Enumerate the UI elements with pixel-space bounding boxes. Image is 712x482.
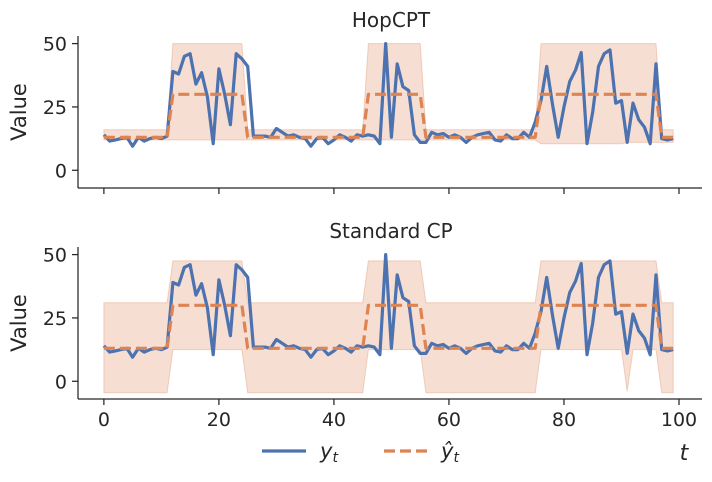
legend-actual-label: yt [319, 439, 338, 466]
actual-series-line [102, 253, 674, 359]
hopcpt-panel: 0 25 50 HopCPT Value [7, 8, 702, 194]
x-tick-label: 0 [98, 409, 110, 431]
x-tick-label: 20 [207, 409, 231, 431]
y-axis-label: Value [7, 294, 31, 352]
chart-title: HopCPT [352, 8, 431, 32]
y-tick-label: 50 [43, 245, 67, 267]
legend: yt ŷt [262, 439, 459, 466]
legend-label-subscript: t [453, 450, 459, 466]
legend-label-main: y [319, 439, 333, 463]
predicted-series-line [103, 303, 674, 350]
predicted-series-line [103, 92, 674, 139]
y-tick-label: 0 [55, 371, 67, 393]
y-tick-label: 25 [43, 97, 67, 119]
y-tick-label: 50 [43, 34, 67, 56]
legend-predicted-label: ŷt [440, 439, 459, 466]
standard-cp-panel: 0 25 50 0 20 40 60 80 100 Standard CP Value t [7, 219, 702, 466]
actual-series-line [102, 41, 674, 148]
x-axis-label: t [680, 441, 690, 466]
legend-label-subscript: t [332, 450, 338, 466]
x-tick-label: 40 [322, 409, 346, 431]
x-tick-label: 80 [552, 409, 576, 431]
y-axis-label: Value [7, 83, 31, 141]
chart-title: Standard CP [329, 219, 452, 243]
y-tick-label: 0 [55, 160, 67, 182]
x-tick-label: 60 [437, 409, 461, 431]
legend-label-main: ŷ [440, 439, 454, 463]
x-tick-label: 100 [661, 409, 697, 431]
y-tick-label: 25 [43, 308, 67, 330]
